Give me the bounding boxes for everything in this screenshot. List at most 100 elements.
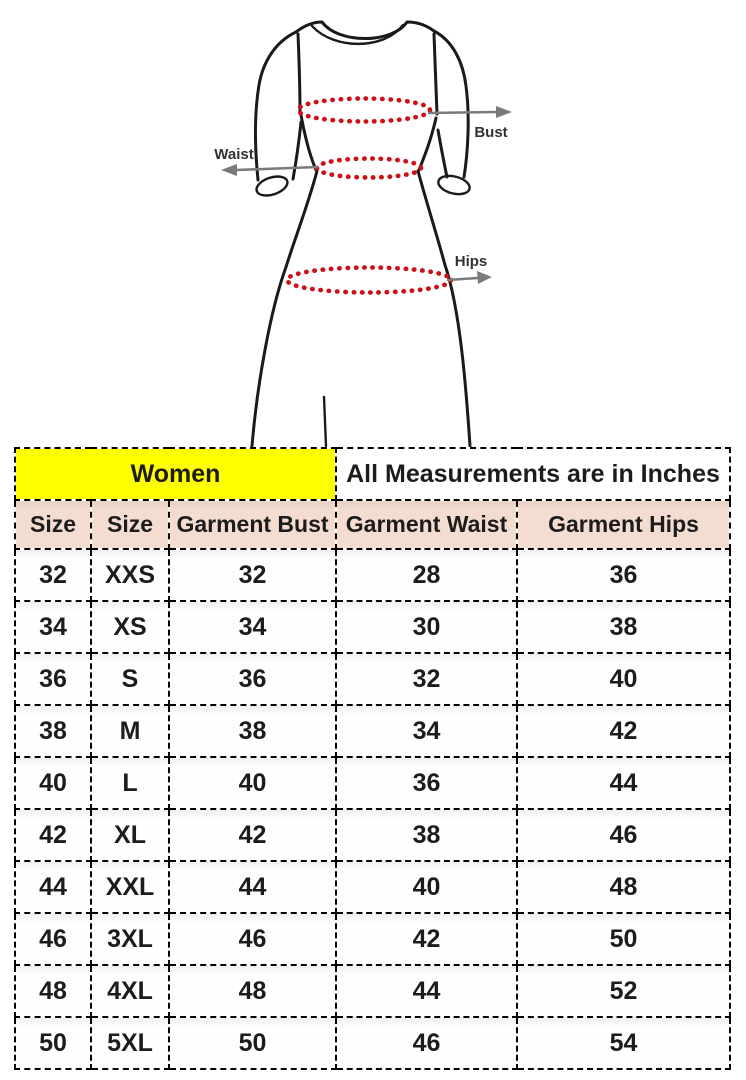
size-cell: 50: [515, 912, 732, 966]
neckline-outer: [294, 20, 436, 40]
size-cell: 32: [335, 652, 518, 706]
size-cell: 40: [14, 756, 92, 810]
size-cell: 46: [335, 1016, 518, 1070]
size-cell: 46: [168, 912, 337, 966]
dress-outline: [250, 20, 472, 447]
size-cell: 34: [335, 704, 518, 758]
size-cell: 52: [515, 964, 732, 1018]
hips-arrow-line: [446, 276, 479, 282]
waist-arrow-line: [236, 165, 319, 172]
neckline-inner: [310, 23, 405, 45]
waist-measure-ellipse: [314, 156, 424, 180]
size-table: Women All Measurements are in Inches Siz…: [14, 447, 732, 1070]
hem-slit: [322, 395, 328, 447]
size-cell: 30: [335, 600, 518, 654]
size-cell: 36: [168, 652, 337, 706]
bust-measure-ellipse: [295, 96, 433, 124]
size-row: 48 4XL 48 44 52: [14, 964, 732, 1018]
measurement-labels: Bust Waist Hips: [214, 124, 507, 270]
size-cell: 38: [515, 600, 732, 654]
size-cell: S: [90, 652, 170, 706]
group-header-women: Women: [14, 447, 337, 501]
left-armhole-seam: [296, 32, 302, 115]
size-cell: 40: [335, 860, 518, 914]
size-table-body: 32 XXS 32 28 36 34 XS 34 30 38 36 S 36 32 40 38 M 38 34 42 4…: [14, 548, 732, 1070]
column-header-4: Garment Hips: [515, 499, 732, 550]
size-cell: 48: [14, 964, 92, 1018]
size-cell: 38: [335, 808, 518, 862]
group-header-units: All Measurements are in Inches: [334, 447, 732, 501]
column-header-row: Size Size Garment Bust Garment Waist Garment…: [14, 499, 732, 550]
size-row: 34 XS 34 30 38: [14, 600, 732, 654]
size-cell: 50: [168, 1016, 337, 1070]
size-cell: 34: [168, 600, 337, 654]
waist-arrow-head: [221, 164, 237, 176]
size-row: 32 XXS 32 28 36: [14, 548, 732, 602]
size-cell: 32: [14, 548, 92, 602]
size-cell: 4XL: [90, 964, 170, 1018]
size-cell: 44: [335, 964, 518, 1018]
size-cell: 48: [515, 860, 732, 914]
size-row: 40 L 40 36 44: [14, 756, 732, 810]
size-cell: 42: [14, 808, 92, 862]
size-cell: 40: [168, 756, 337, 810]
bust-arrow-head: [496, 106, 512, 118]
size-cell: 46: [515, 808, 732, 862]
measurement-arrows: [221, 106, 512, 284]
size-cell: 38: [168, 704, 337, 758]
size-cell: 46: [14, 912, 92, 966]
column-header-3: Garment Waist: [335, 499, 518, 550]
column-header-1: Size: [90, 499, 170, 550]
bodice-left: [299, 113, 318, 172]
right-sleeve-outer: [432, 29, 470, 179]
right-sleeve-inner: [436, 128, 449, 179]
left-cuff: [255, 175, 289, 197]
bodice-right: [417, 116, 438, 172]
size-cell: 28: [335, 548, 518, 602]
size-cell: XXL: [90, 860, 170, 914]
size-cell: 42: [335, 912, 518, 966]
size-cell: 40: [515, 652, 732, 706]
size-cell: XL: [90, 808, 170, 862]
size-row: 42 XL 42 38 46: [14, 808, 732, 862]
size-cell: 5XL: [90, 1016, 170, 1070]
column-header-0: Size: [14, 499, 92, 550]
group-header-row: Women All Measurements are in Inches: [14, 447, 732, 501]
size-row: 50 5XL 50 46 54: [14, 1016, 732, 1070]
size-cell: M: [90, 704, 170, 758]
size-cell: 42: [515, 704, 732, 758]
size-cell: 32: [168, 548, 337, 602]
column-header-2: Garment Bust: [168, 499, 337, 550]
size-cell: L: [90, 756, 170, 810]
bust-label: Bust: [474, 124, 507, 141]
size-cell: 48: [168, 964, 337, 1018]
hips-measure-ellipse: [284, 265, 454, 295]
waist-label: Waist: [214, 146, 253, 163]
right-cuff: [437, 174, 471, 196]
size-cell: 36: [14, 652, 92, 706]
size-cell: 38: [14, 704, 92, 758]
size-cell: 44: [168, 860, 337, 914]
skirt-right: [416, 169, 472, 447]
skirt-left: [250, 169, 319, 447]
size-cell: 44: [14, 860, 92, 914]
size-cell: 54: [515, 1016, 732, 1070]
size-cell: 50: [14, 1016, 92, 1070]
size-cell: XXS: [90, 548, 170, 602]
dress-measurement-diagram: Bust Waist Hips: [0, 0, 746, 447]
size-row: 46 3XL 46 42 50: [14, 912, 732, 966]
size-cell: XS: [90, 600, 170, 654]
size-cell: 3XL: [90, 912, 170, 966]
size-cell: 44: [515, 756, 732, 810]
left-sleeve-inner: [291, 120, 303, 181]
dress-diagram-svg: Bust Waist Hips: [214, 20, 512, 447]
bust-arrow-line: [427, 110, 497, 115]
left-sleeve-outer: [254, 30, 298, 182]
size-row: 36 S 36 32 40: [14, 652, 732, 706]
size-cell: 42: [168, 808, 337, 862]
size-cell: 36: [335, 756, 518, 810]
hips-arrow-head: [477, 271, 492, 284]
size-cell: 36: [515, 548, 732, 602]
size-row: 44 XXL 44 40 48: [14, 860, 732, 914]
